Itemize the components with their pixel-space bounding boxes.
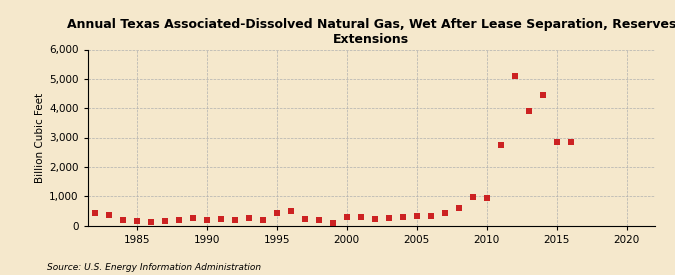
Point <box>342 214 352 219</box>
Point <box>257 218 268 222</box>
Point <box>398 214 408 219</box>
Title: Annual Texas Associated-Dissolved Natural Gas, Wet After Lease Separation, Reser: Annual Texas Associated-Dissolved Natura… <box>67 18 675 46</box>
Point <box>523 109 534 113</box>
Point <box>173 218 184 222</box>
Point <box>454 206 464 211</box>
Point <box>383 216 394 221</box>
Point <box>566 140 576 144</box>
Y-axis label: Billion Cubic Feet: Billion Cubic Feet <box>35 92 45 183</box>
Point <box>103 213 114 217</box>
Point <box>271 211 282 215</box>
Point <box>313 218 324 222</box>
Point <box>439 211 450 215</box>
Point <box>215 217 226 221</box>
Point <box>159 219 170 223</box>
Point <box>355 214 366 219</box>
Point <box>89 211 100 215</box>
Text: Source: U.S. Energy Information Administration: Source: U.S. Energy Information Administ… <box>47 263 261 272</box>
Point <box>369 216 380 221</box>
Point <box>132 219 142 224</box>
Point <box>495 143 506 147</box>
Point <box>286 209 296 213</box>
Point <box>117 218 128 222</box>
Point <box>188 216 198 220</box>
Point <box>244 216 254 220</box>
Point <box>299 216 310 221</box>
Point <box>510 74 520 78</box>
Point <box>411 213 422 218</box>
Point <box>467 194 478 199</box>
Point <box>327 220 338 225</box>
Point <box>201 218 212 222</box>
Point <box>481 196 492 200</box>
Point <box>145 219 156 224</box>
Point <box>425 214 436 219</box>
Point <box>537 93 548 97</box>
Point <box>551 140 562 144</box>
Point <box>230 218 240 222</box>
